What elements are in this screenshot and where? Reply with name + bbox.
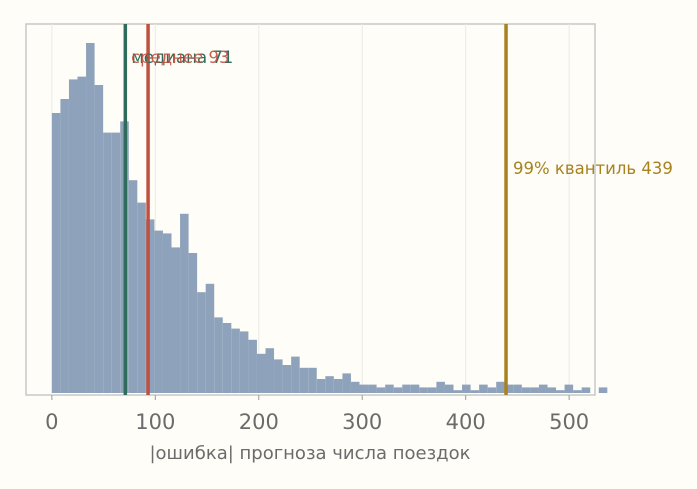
histogram-bar xyxy=(274,359,283,393)
histogram-bar xyxy=(128,180,138,393)
histogram-bar xyxy=(342,373,351,393)
histogram-bar xyxy=(162,233,172,393)
annotations: медиана 71 среднее 93 99% квантиль 439 xyxy=(131,48,673,178)
histogram-bar xyxy=(77,76,87,393)
histogram-bar xyxy=(530,387,539,393)
x-tick-label: 0 xyxy=(45,410,58,434)
histogram-bar xyxy=(171,247,181,393)
histogram-bar xyxy=(385,384,394,393)
histogram-bar xyxy=(103,132,112,393)
histogram-bar xyxy=(316,379,326,393)
histogram-bar xyxy=(197,292,206,393)
histogram-bar xyxy=(479,384,488,393)
histogram-bar xyxy=(325,376,334,393)
histogram-bar xyxy=(581,387,591,393)
histogram-bar xyxy=(410,384,420,393)
histogram-bar xyxy=(282,365,292,393)
histogram-bar xyxy=(291,356,300,393)
histogram-bar xyxy=(214,317,223,393)
histogram-bar xyxy=(265,348,275,393)
histogram-bar xyxy=(504,384,514,393)
histogram-bar xyxy=(350,381,360,393)
histogram-bar xyxy=(538,384,548,393)
histogram-bar xyxy=(248,339,257,393)
histogram-bar xyxy=(393,387,403,393)
histogram-bar xyxy=(521,387,531,393)
histogram-bar xyxy=(470,390,480,393)
histogram-bar xyxy=(68,79,78,394)
histogram-bar xyxy=(368,384,377,393)
histogram-bar xyxy=(256,353,266,393)
x-axis-ticks: 0 100 200 300 400 500 xyxy=(45,395,589,434)
histogram-bar xyxy=(402,384,411,393)
histogram-bar xyxy=(145,219,155,393)
x-tick-label: 400 xyxy=(446,410,486,434)
histogram-bar xyxy=(111,132,121,393)
histogram-bar xyxy=(94,85,104,393)
histogram-bar xyxy=(462,384,471,393)
histogram-bar xyxy=(60,99,69,393)
histogram-bar xyxy=(444,384,454,393)
reference-lines xyxy=(123,24,508,395)
x-tick-label: 300 xyxy=(342,410,382,434)
histogram-bar xyxy=(573,390,582,393)
x-tick-label: 100 xyxy=(135,410,175,434)
histogram-bar xyxy=(137,202,146,393)
histogram-bar xyxy=(188,253,198,393)
histogram-bar xyxy=(598,387,608,393)
histogram-bar xyxy=(299,367,309,393)
histogram-bar xyxy=(333,379,343,393)
histogram-bar xyxy=(239,331,249,393)
histogram-bar xyxy=(205,283,215,393)
mean-annotation: среднее 93 xyxy=(131,48,229,67)
histogram-bar xyxy=(436,381,445,393)
quantile-annotation: 99% квантиль 439 xyxy=(513,159,673,178)
x-tick-label: 500 xyxy=(549,410,589,434)
histogram-bar xyxy=(231,328,240,393)
histogram-bar xyxy=(547,387,557,393)
histogram-bar xyxy=(359,384,369,393)
histogram-bar xyxy=(308,367,317,393)
histogram-bar xyxy=(427,387,437,393)
histogram-bar xyxy=(222,323,232,393)
histogram-bar xyxy=(419,387,428,393)
histogram-bar xyxy=(86,43,95,393)
histogram-bar xyxy=(376,387,386,393)
histogram-bar xyxy=(51,113,61,393)
histogram-bar xyxy=(564,384,574,393)
median-annotation: медиана 71 xyxy=(131,48,233,67)
x-tick-label: 200 xyxy=(239,410,279,434)
x-axis-label: |ошибка| прогноза числа поездок xyxy=(149,443,470,464)
histogram-bar xyxy=(453,390,463,393)
histogram-bar xyxy=(180,213,189,393)
histogram-bar xyxy=(556,390,565,393)
histogram-bar xyxy=(154,230,163,393)
histogram-bar xyxy=(513,384,522,393)
histogram-bar xyxy=(496,381,505,393)
histogram-bar xyxy=(487,387,497,393)
